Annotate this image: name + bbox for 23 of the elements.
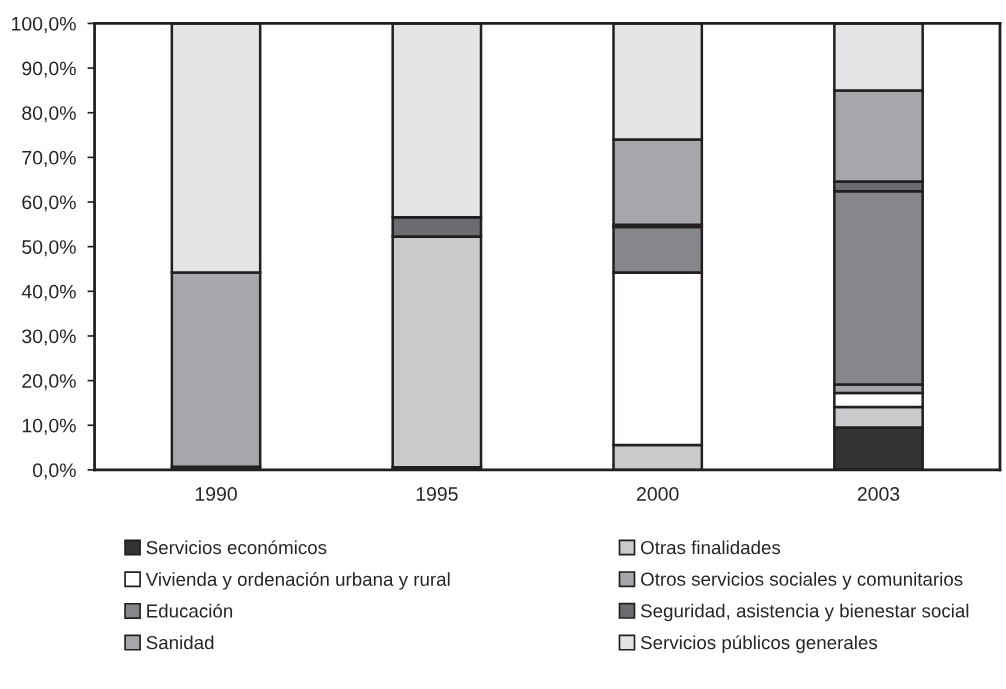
y-tick-label: 90,0% — [22, 61, 76, 78]
x-tick-label: 1995 — [416, 487, 458, 501]
y-tick-label: 50,0% — [22, 240, 76, 257]
y-tick-label: 70,0% — [22, 150, 76, 167]
legend-label: Seguridad, asistencia y bienestar social — [640, 603, 969, 622]
legend-label: Servicios económicos — [146, 540, 327, 555]
y-tick-label: 80,0% — [22, 106, 76, 123]
legend-label: Educación — [147, 603, 233, 618]
x-tick-label: 1990 — [195, 487, 237, 501]
legend-label: Otros servicios sociales y comunitarios — [641, 572, 963, 590]
legend-label: Servicios públicos generales — [640, 635, 878, 653]
legend-label: Sanidad — [146, 635, 214, 650]
y-tick-label: 30,0% — [22, 329, 76, 346]
y-tick-label: 40,0% — [21, 284, 76, 301]
x-tick-label: 2003 — [857, 487, 900, 501]
legend-label: Otras finalidades — [641, 540, 781, 555]
y-tick-label: 0,0% — [32, 463, 76, 480]
y-tick-label: 100,0% — [12, 16, 76, 33]
y-tick-label: 60,0% — [22, 195, 76, 212]
x-tick-label: 2000 — [637, 487, 679, 501]
y-tick-label: 20,0% — [22, 374, 76, 391]
y-tick-label: 10,0% — [22, 418, 76, 435]
legend-label: Vivienda y ordenación urbana y rural — [145, 571, 450, 590]
